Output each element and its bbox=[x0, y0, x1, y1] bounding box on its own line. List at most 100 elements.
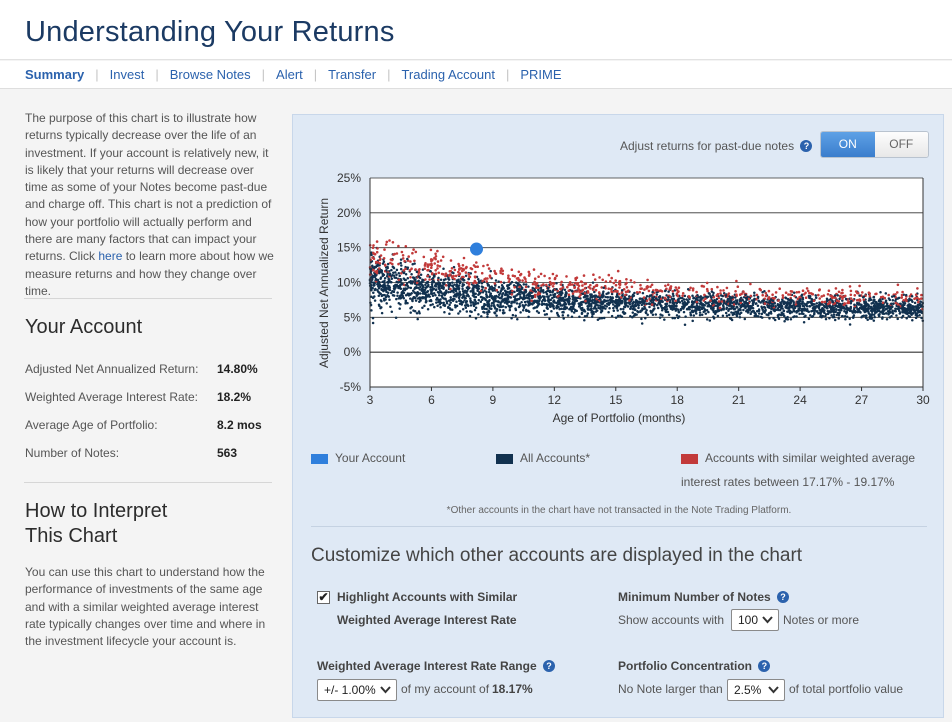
data-point bbox=[545, 306, 549, 310]
data-point bbox=[578, 315, 581, 318]
data-point bbox=[461, 277, 464, 281]
data-point bbox=[826, 293, 830, 296]
data-point bbox=[507, 304, 510, 308]
data-point bbox=[521, 309, 525, 312]
data-point bbox=[518, 289, 522, 293]
nav-item-alert: | Alert bbox=[251, 67, 303, 82]
data-point bbox=[647, 289, 651, 293]
nav-link-alert[interactable]: Alert bbox=[276, 67, 303, 82]
data-point bbox=[842, 303, 846, 307]
data-point bbox=[644, 317, 647, 320]
data-point bbox=[474, 276, 477, 279]
data-point bbox=[580, 312, 584, 316]
help-icon[interactable]: ? bbox=[542, 660, 555, 672]
data-point bbox=[391, 289, 394, 293]
help-icon[interactable]: ? bbox=[758, 660, 771, 672]
data-point bbox=[557, 314, 560, 318]
data-point bbox=[430, 283, 434, 286]
data-point bbox=[767, 313, 770, 317]
data-point bbox=[552, 307, 556, 310]
toggle-off-button[interactable]: OFF bbox=[874, 132, 928, 157]
data-point bbox=[455, 287, 459, 290]
highlight-similar-label-line1: Highlight Accounts with Similar bbox=[337, 590, 518, 604]
data-point bbox=[547, 297, 550, 300]
data-point bbox=[534, 290, 538, 293]
data-point bbox=[457, 280, 461, 283]
data-point bbox=[398, 283, 402, 287]
data-point bbox=[505, 300, 509, 303]
help-icon[interactable]: ? bbox=[800, 140, 813, 152]
data-point bbox=[395, 273, 398, 276]
data-point bbox=[549, 283, 553, 286]
data-point bbox=[728, 299, 732, 303]
data-point bbox=[595, 309, 599, 312]
data-point bbox=[803, 293, 806, 296]
nav-link-summary[interactable]: Summary bbox=[25, 67, 85, 82]
data-point bbox=[829, 311, 832, 314]
data-point bbox=[915, 312, 919, 316]
data-point bbox=[837, 290, 841, 294]
data-point bbox=[455, 292, 458, 296]
data-point bbox=[806, 289, 810, 293]
toggle-on-button[interactable]: ON bbox=[821, 132, 875, 157]
data-point bbox=[467, 272, 471, 276]
data-point bbox=[718, 303, 722, 306]
data-point bbox=[407, 255, 410, 258]
data-point bbox=[487, 267, 491, 270]
data-point bbox=[793, 315, 796, 318]
data-point bbox=[790, 306, 794, 309]
nav-link-trading-account[interactable]: Trading Account bbox=[401, 67, 495, 82]
data-point bbox=[392, 253, 395, 256]
data-point bbox=[656, 298, 659, 301]
data-point bbox=[726, 297, 730, 301]
data-point bbox=[913, 309, 917, 312]
data-point bbox=[637, 304, 640, 307]
data-point bbox=[838, 297, 841, 301]
data-point bbox=[386, 265, 389, 269]
wair-range-select[interactable]: +/- 1.00% bbox=[317, 679, 397, 701]
concentration-select[interactable]: 2.5% bbox=[727, 679, 785, 701]
data-point bbox=[414, 299, 418, 302]
learn-more-link[interactable]: here bbox=[98, 249, 123, 264]
data-point bbox=[382, 273, 386, 277]
data-point bbox=[666, 310, 670, 314]
intro-text-start: The purpose of this chart is to illustra… bbox=[25, 111, 272, 264]
data-point bbox=[373, 295, 376, 298]
data-point bbox=[460, 269, 464, 273]
nav-link-prime[interactable]: PRIME bbox=[520, 67, 562, 82]
data-point bbox=[428, 275, 431, 279]
nav-link-invest[interactable]: Invest bbox=[109, 67, 145, 82]
data-point bbox=[395, 268, 399, 272]
data-point bbox=[404, 245, 408, 248]
data-point bbox=[646, 278, 649, 282]
data-point bbox=[511, 289, 514, 293]
highlight-similar-checkbox[interactable]: ✔ bbox=[317, 590, 330, 604]
data-point bbox=[724, 302, 728, 305]
data-point bbox=[528, 294, 532, 297]
data-point bbox=[485, 280, 488, 283]
nav-link-transfer[interactable]: Transfer bbox=[328, 67, 377, 82]
data-point bbox=[573, 285, 577, 289]
data-point bbox=[645, 295, 649, 298]
data-point bbox=[755, 293, 759, 297]
data-point bbox=[753, 311, 756, 315]
data-point bbox=[685, 298, 688, 301]
help-icon[interactable]: ? bbox=[777, 591, 790, 603]
data-point bbox=[545, 303, 548, 307]
data-point bbox=[807, 301, 811, 304]
data-point bbox=[681, 294, 684, 298]
min-notes-select[interactable]: 100 bbox=[731, 609, 779, 631]
data-point bbox=[724, 311, 728, 315]
data-point bbox=[660, 309, 664, 312]
nav-link-browse-notes[interactable]: Browse Notes bbox=[169, 67, 251, 82]
data-point bbox=[803, 302, 806, 306]
data-point bbox=[633, 281, 636, 284]
data-point bbox=[611, 296, 614, 299]
data-point bbox=[813, 309, 817, 312]
adjust-returns-toggle[interactable]: ON OFF bbox=[820, 131, 929, 158]
data-point bbox=[601, 278, 604, 282]
data-point bbox=[810, 304, 814, 307]
data-point bbox=[671, 316, 674, 320]
data-point bbox=[451, 281, 454, 284]
data-point bbox=[833, 310, 836, 314]
